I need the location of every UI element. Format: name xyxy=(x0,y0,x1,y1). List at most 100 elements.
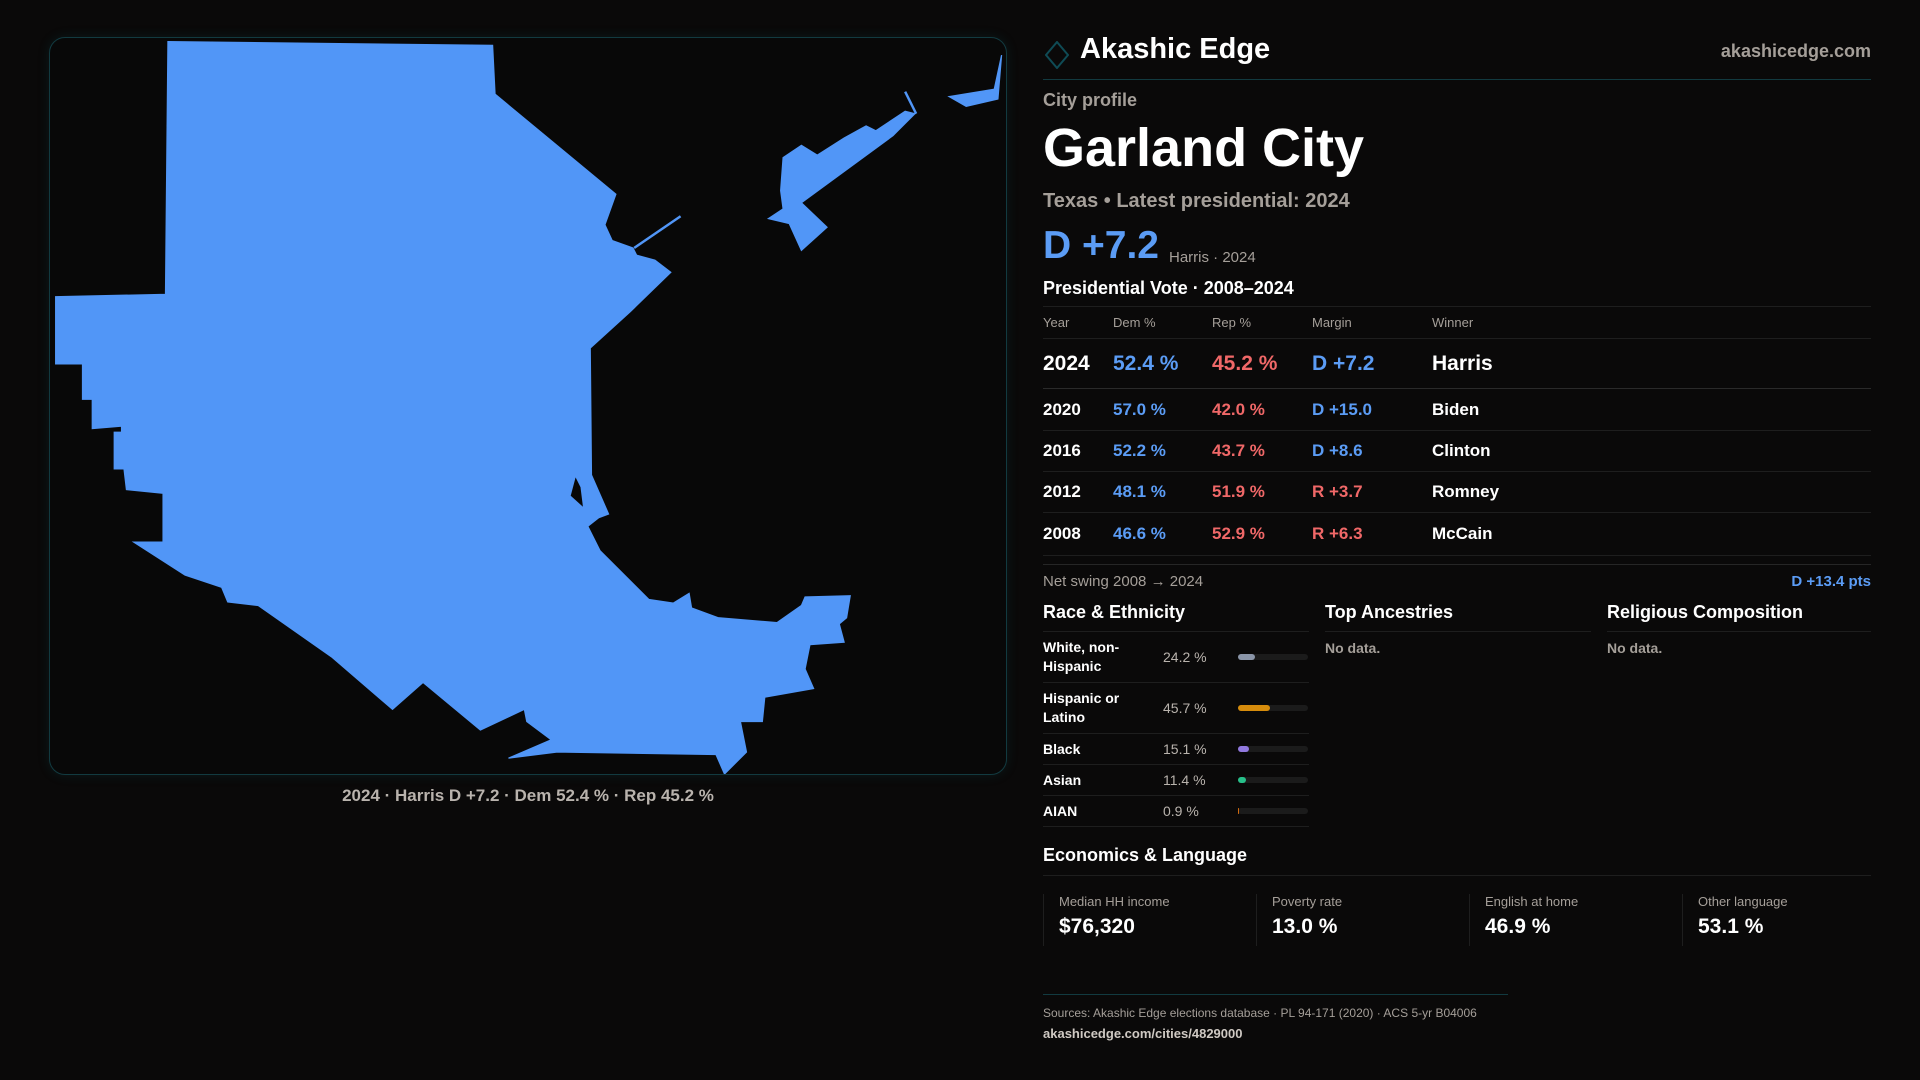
year: 2012 xyxy=(1043,482,1081,501)
margin: D +7.2 xyxy=(1312,351,1375,375)
race-label: Black xyxy=(1043,740,1081,757)
race-label: Asian xyxy=(1043,771,1082,788)
economics-title: Economics & Language xyxy=(1043,845,1871,876)
dem-pct: 48.1 % xyxy=(1113,482,1166,501)
stat-label: Poverty rate xyxy=(1272,894,1343,909)
race-bar xyxy=(1238,705,1308,711)
race-value: 45.7 % xyxy=(1163,700,1207,716)
stat-label: Other language xyxy=(1698,894,1788,909)
religion-empty: No data. xyxy=(1607,640,1663,656)
race-bar xyxy=(1238,654,1308,660)
rep-pct: 45.2 % xyxy=(1212,351,1278,375)
stat-value: $76,320 xyxy=(1059,915,1135,938)
ancestries-empty: No data. xyxy=(1325,640,1381,656)
race-label: AIAN xyxy=(1043,802,1078,819)
rep-pct: 52.9 % xyxy=(1212,524,1265,543)
stat-value: 46.9 % xyxy=(1485,915,1551,938)
footer-sources: Sources: Akashic Edge elections database… xyxy=(1043,1006,1477,1020)
year: 2024 xyxy=(1043,351,1090,375)
footer-url[interactable]: akashicedge.com/cities/4829000 xyxy=(1043,1026,1243,1041)
profile-subtitle: Texas • Latest presidential: 2024 xyxy=(1043,190,1350,212)
winner: Clinton xyxy=(1432,441,1491,460)
winner: McCain xyxy=(1432,524,1493,543)
stat-label: Median HH income xyxy=(1059,894,1170,909)
margin: D +8.6 xyxy=(1312,441,1363,460)
col-rep: Rep % xyxy=(1212,315,1252,330)
race-value: 15.1 % xyxy=(1163,741,1207,757)
race-bar-fill xyxy=(1238,777,1246,783)
margin: D +15.0 xyxy=(1312,399,1373,419)
race-bar-fill xyxy=(1238,808,1239,814)
rep-pct: 42.0 % xyxy=(1212,399,1265,419)
stat-median-income: Median HH income $76,320 xyxy=(1043,894,1170,946)
race-bar xyxy=(1238,808,1308,814)
ancestries-title: Top Ancestries xyxy=(1325,602,1591,632)
dem-pct: 57.0 % xyxy=(1113,399,1166,419)
col-margin: Margin xyxy=(1312,315,1352,330)
ancestries-section: Top Ancestries No data. xyxy=(1325,602,1591,656)
table-row: 2012 48.1 % 51.9 % R +3.7 Romney xyxy=(1043,472,1871,513)
swing-value: D +13.4 pts xyxy=(1791,573,1871,590)
table-row: 2008 46.6 % 52.9 % R +6.3 McCain xyxy=(1043,513,1871,556)
race-bar-fill xyxy=(1238,705,1270,711)
year: 2020 xyxy=(1043,399,1081,419)
col-year: Year xyxy=(1043,315,1070,330)
stat-label: English at home xyxy=(1485,894,1579,909)
race-bar-fill xyxy=(1238,654,1255,660)
winner: Romney xyxy=(1432,482,1500,501)
profile-kicker: City profile xyxy=(1043,90,1138,110)
col-winner: Winner xyxy=(1432,315,1474,330)
winner: Biden xyxy=(1432,399,1480,419)
race-row: AIAN 0.9 % xyxy=(1043,796,1309,827)
stat-english-home: English at home 46.9 % xyxy=(1469,894,1578,946)
presidential-table: Year Dem % Rep % Margin Winner 2024 52.4… xyxy=(1043,306,1871,556)
rep-pct: 43.7 % xyxy=(1212,441,1265,460)
race-value: 11.4 % xyxy=(1163,772,1206,788)
page-title: Garland City xyxy=(1043,118,1365,178)
race-bar xyxy=(1238,746,1308,752)
col-dem: Dem % xyxy=(1113,315,1156,330)
footer-divider xyxy=(1043,994,1508,995)
city-map[interactable] xyxy=(49,37,1007,775)
header-divider xyxy=(1043,79,1871,80)
table-header: Year Dem % Rep % Margin Winner xyxy=(1043,307,1871,339)
winner: Harris xyxy=(1432,351,1493,375)
presidential-title: Presidential Vote · 2008–2024 xyxy=(1043,278,1294,298)
dem-pct: 52.2 % xyxy=(1113,441,1166,460)
stat-poverty-rate: Poverty rate 13.0 % xyxy=(1256,894,1342,946)
table-row: 2020 57.0 % 42.0 % D +15.0 Biden xyxy=(1043,389,1871,431)
city-boundary-main xyxy=(55,41,851,774)
swing-label: Net swing 2008 → 2024 xyxy=(1043,573,1204,590)
headline-margin: D +7.2 xyxy=(1043,224,1159,267)
race-label: White, non-Hispanic xyxy=(1043,639,1120,674)
race-title: Race & Ethnicity xyxy=(1043,602,1309,632)
table-row: 2024 52.4 % 45.2 % D +7.2 Harris xyxy=(1043,339,1871,389)
year: 2008 xyxy=(1043,524,1081,543)
swing-divider xyxy=(1043,564,1871,565)
religion-section: Religious Composition No data. xyxy=(1607,602,1871,656)
stat-value: 53.1 % xyxy=(1698,915,1764,938)
race-bar-fill xyxy=(1238,746,1249,752)
dem-pct: 52.4 % xyxy=(1113,351,1179,375)
city-boundary-northeast xyxy=(766,110,917,252)
economics-stats: Median HH income $76,320 Poverty rate 13.0… xyxy=(1043,894,1871,946)
diamond-logo-icon xyxy=(1044,40,1070,70)
year: 2016 xyxy=(1043,441,1081,460)
city-boundary-sliver xyxy=(947,54,1003,107)
stat-value: 13.0 % xyxy=(1272,915,1338,938)
headline-note: Harris · 2024 xyxy=(1169,249,1256,266)
religion-title: Religious Composition xyxy=(1607,602,1871,632)
race-row: Asian 11.4 % xyxy=(1043,765,1309,796)
stat-other-language: Other language 53.1 % xyxy=(1682,894,1788,946)
site-link[interactable]: akashicedge.com xyxy=(1720,41,1871,61)
race-row: Hispanic or Latino 45.7 % xyxy=(1043,683,1309,734)
race-row: Black 15.1 % xyxy=(1043,734,1309,765)
race-section: Race & Ethnicity White, non-Hispanic 24.… xyxy=(1043,602,1309,827)
margin: R +6.3 xyxy=(1312,524,1363,543)
race-label: Hispanic or Latino xyxy=(1043,690,1120,725)
race-value: 0.9 % xyxy=(1163,803,1199,819)
city-boundary-map xyxy=(55,41,1003,774)
race-value: 24.2 % xyxy=(1163,649,1207,665)
race-bar xyxy=(1238,777,1308,783)
dem-pct: 46.6 % xyxy=(1113,524,1166,543)
